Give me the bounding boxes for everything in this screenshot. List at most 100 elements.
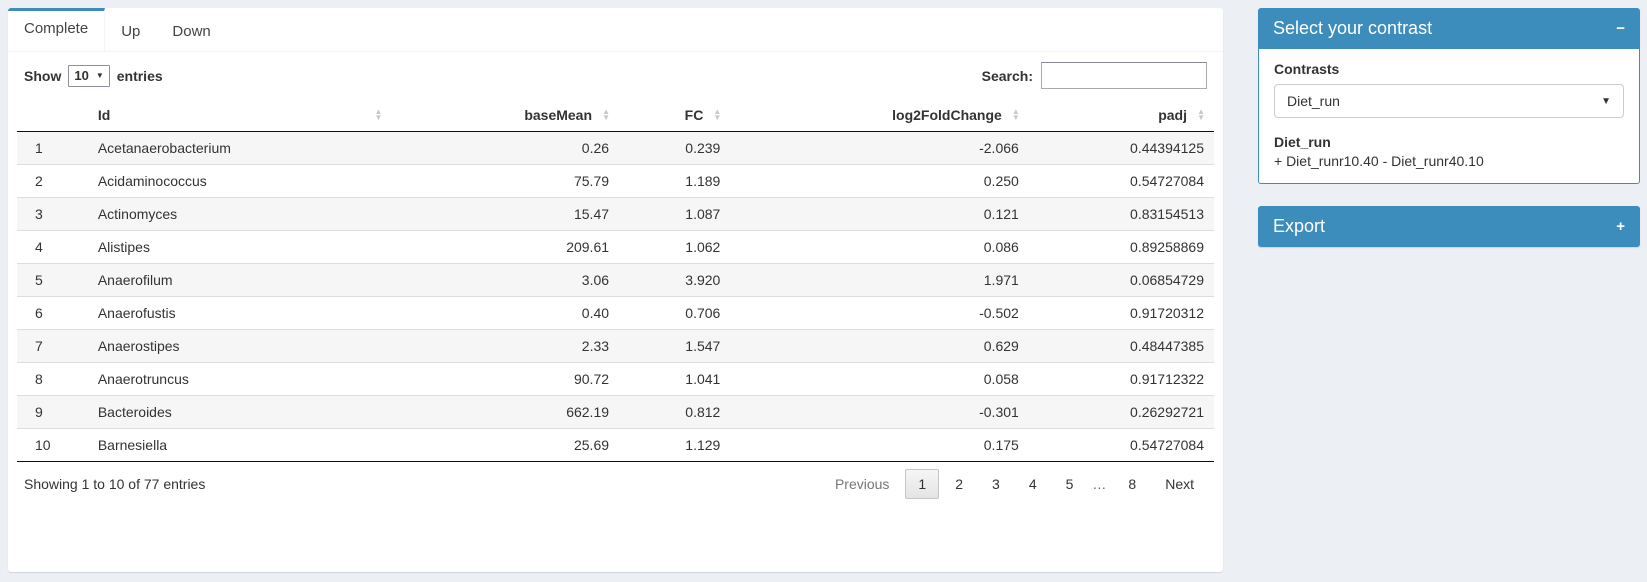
column-label: baseMean — [524, 107, 593, 123]
table-row: 7 Anaerostipes 2.33 1.547 0.629 0.48447385 — [17, 329, 1214, 363]
cell-index: 10 — [17, 428, 88, 462]
column-header-index — [17, 99, 88, 132]
contrast-select[interactable]: Diet_run ▼ — [1274, 84, 1624, 118]
page-button-8[interactable]: 8 — [1128, 476, 1137, 492]
cell-padj: 0.06854729 — [1028, 263, 1214, 297]
sort-icon: ▲ ▼ — [374, 107, 383, 122]
cell-id: Alistipes — [87, 230, 392, 264]
column-label: FC — [684, 107, 704, 123]
cell-basemean: 2.33 — [391, 329, 620, 363]
cell-log2foldchange: 0.629 — [730, 329, 1029, 363]
results-card: Complete Up Down Show 10 ▼ entries Search:… — [8, 8, 1223, 572]
cell-log2foldchange: -0.502 — [730, 296, 1029, 330]
contrasts-label: Contrasts — [1274, 61, 1340, 77]
page-button-4[interactable]: 4 — [1028, 476, 1037, 492]
contrast-select-value: Diet_run — [1287, 93, 1340, 109]
tab-up[interactable]: Up — [121, 23, 141, 40]
cell-log2foldchange: -0.301 — [730, 395, 1029, 429]
tab-content: Show 10 ▼ entries Search: Id ▲ ▼ baseMean ▲ ▼… — [8, 52, 1223, 505]
table-header-row: Id ▲ ▼ baseMean ▲ ▼ FC ▲ ▼ log2FoldChange ▲ ▼ padj ▲ ▼ — [17, 99, 1214, 132]
cell-padj: 0.26292721 — [1028, 395, 1214, 429]
contrast-panel-header[interactable]: Select your contrast − — [1258, 8, 1640, 49]
cell-basemean: 15.47 — [391, 197, 620, 231]
cell-index: 4 — [17, 230, 88, 264]
pagination: Previous 1 2 3 4 5 … 8 Next — [819, 469, 1207, 499]
column-header-id[interactable]: Id ▲ ▼ — [87, 99, 392, 132]
page-button-1[interactable]: 1 — [905, 469, 940, 499]
search-input[interactable] — [1041, 62, 1207, 89]
column-header-basemean[interactable]: baseMean ▲ ▼ — [391, 99, 620, 132]
next-button[interactable]: Next — [1165, 476, 1194, 492]
cell-padj: 0.89258869 — [1028, 230, 1214, 264]
search-label: Search: — [981, 67, 1033, 84]
sidebar-panels: Select your contrast − Contrasts Diet_ru… — [1258, 8, 1640, 247]
cell-id: Barnesiella — [87, 428, 392, 462]
cell-fc: 1.087 — [619, 197, 731, 231]
cell-fc: 1.062 — [619, 230, 731, 264]
caret-down-icon: ▼ — [95, 70, 104, 80]
cell-padj: 0.91720312 — [1028, 296, 1214, 330]
export-panel-title: Export — [1273, 216, 1326, 236]
collapse-minus-icon[interactable]: − — [1616, 20, 1625, 37]
column-header-padj[interactable]: padj ▲ ▼ — [1028, 99, 1214, 132]
cell-basemean: 0.26 — [391, 131, 620, 165]
column-label: padj — [1158, 107, 1187, 123]
table-row: 3 Actinomyces 15.47 1.087 0.121 0.83154513 — [17, 197, 1214, 231]
table-row: 5 Anaerofilum 3.06 3.920 1.971 0.06854729 — [17, 263, 1214, 297]
cell-fc: 1.189 — [619, 164, 731, 198]
page-length-select[interactable]: 10 ▼ — [68, 64, 110, 87]
column-header-log2foldchange[interactable]: log2FoldChange ▲ ▼ — [730, 99, 1029, 132]
contrast-panel-title: Select your contrast — [1273, 18, 1433, 38]
table-row: 6 Anaerofustis 0.40 0.706 -0.502 0.91720312 — [17, 296, 1214, 330]
cell-basemean: 209.61 — [391, 230, 620, 264]
page-button-2[interactable]: 2 — [955, 476, 964, 492]
cell-log2foldchange: 0.086 — [730, 230, 1029, 264]
sort-icon: ▲ ▼ — [1197, 107, 1205, 122]
table-row: 9 Bacteroides 662.19 0.812 -0.301 0.26292721 — [17, 395, 1214, 429]
table-row: 8 Anaerotruncus 90.72 1.041 0.058 0.91712322 — [17, 362, 1214, 396]
previous-button[interactable]: Previous — [834, 476, 890, 492]
cell-id: Anaerofilum — [87, 263, 392, 297]
cell-basemean: 75.79 — [391, 164, 620, 198]
table-info: Showing 1 to 10 of 77 entries — [24, 476, 206, 492]
cell-padj: 0.83154513 — [1028, 197, 1214, 231]
cell-log2foldchange: -2.066 — [730, 131, 1029, 165]
cell-id: Acidaminococcus — [87, 164, 392, 198]
cell-log2foldchange: 1.971 — [730, 263, 1029, 297]
tab-complete[interactable]: Complete — [8, 8, 106, 51]
cell-id: Actinomyces — [87, 197, 392, 231]
expand-plus-icon[interactable]: + — [1616, 218, 1625, 235]
cell-padj: 0.54727084 — [1028, 164, 1214, 198]
table-row: 1 Acetanaerobacterium 0.26 0.239 -2.066 0.443… — [17, 131, 1214, 165]
table-row: 10 Barnesiella 25.69 1.129 0.175 0.54727084 — [17, 428, 1214, 462]
cell-id: Bacteroides — [87, 395, 392, 429]
cell-fc: 1.547 — [619, 329, 731, 363]
contrast-panel: Select your contrast − Contrasts Diet_ru… — [1258, 8, 1640, 184]
column-label: Id — [97, 107, 111, 123]
export-panel: Export + — [1258, 206, 1640, 247]
cell-log2foldchange: 0.121 — [730, 197, 1029, 231]
caret-down-icon: ▼ — [1601, 95, 1611, 107]
cell-id: Anaerotruncus — [87, 362, 392, 396]
cell-index: 9 — [17, 395, 88, 429]
contrast-formula: + Diet_runr10.40 - Diet_runr40.10 — [1274, 153, 1484, 169]
sort-icon: ▲ ▼ — [602, 107, 611, 122]
cell-index: 3 — [17, 197, 88, 231]
cell-basemean: 90.72 — [391, 362, 620, 396]
cell-basemean: 3.06 — [391, 263, 620, 297]
column-header-fc[interactable]: FC ▲ ▼ — [619, 99, 731, 132]
table-row: 2 Acidaminococcus 75.79 1.189 0.250 0.5472708… — [17, 164, 1214, 198]
cell-basemean: 662.19 — [391, 395, 620, 429]
cell-index: 1 — [17, 131, 88, 165]
cell-padj: 0.44394125 — [1028, 131, 1214, 165]
cell-padj: 0.54727084 — [1028, 428, 1214, 462]
cell-index: 6 — [17, 296, 88, 330]
table-controls: Show 10 ▼ entries Search: — [24, 62, 1207, 89]
tab-bar: Complete Up Down — [8, 8, 1223, 52]
export-panel-header[interactable]: Export + — [1258, 206, 1640, 247]
cell-basemean: 25.69 — [391, 428, 620, 462]
page-button-5[interactable]: 5 — [1065, 476, 1074, 492]
page-button-3[interactable]: 3 — [992, 476, 1000, 492]
tab-down[interactable]: Down — [172, 23, 211, 40]
table-footer: Showing 1 to 10 of 77 entries Previous 1 2… — [24, 462, 1207, 499]
